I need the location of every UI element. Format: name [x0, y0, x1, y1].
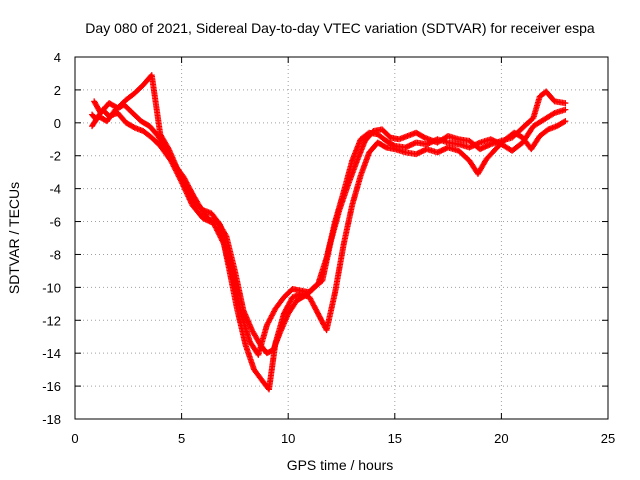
data-series	[89, 72, 569, 393]
y-tick-label: 4	[54, 50, 61, 65]
y-tick-label: -2	[49, 149, 61, 164]
x-tick-label: 20	[494, 431, 508, 446]
y-tick-label: -10	[42, 280, 61, 295]
y-tick-label: -14	[42, 346, 61, 361]
data-point	[562, 118, 569, 125]
y-tick-label: -4	[49, 182, 61, 197]
data-point	[561, 118, 568, 125]
y-tick-label: -12	[42, 313, 61, 328]
y-tick-label: 0	[54, 116, 61, 131]
y-tick-label: -8	[49, 247, 61, 262]
grid-lines	[75, 57, 608, 419]
y-tick-label: -6	[49, 215, 61, 230]
y-tick-label: -18	[42, 412, 61, 427]
y-tick-label: -16	[42, 379, 61, 394]
data-point	[222, 232, 229, 239]
data-point	[550, 110, 557, 117]
x-tick-label: 10	[281, 431, 295, 446]
y-axis-label: SDTVAR / TECUs	[6, 182, 22, 294]
series-trace-c	[89, 88, 569, 357]
data-point	[562, 106, 569, 113]
x-axis-label: GPS time / hours	[287, 457, 394, 473]
chart-title: Day 080 of 2021, Sidereal Day-to-day VTE…	[85, 20, 595, 36]
y-tick-label: 2	[54, 83, 61, 98]
plot-frame	[74, 56, 609, 420]
x-tick-label: 25	[601, 431, 615, 446]
x-tick-label: 15	[388, 431, 402, 446]
data-point	[562, 100, 569, 107]
axis-ticks: 0 5 10 15 20 25 -18 -16 -14 -12 -10 -8 -6 -4 -2 0 2 4	[42, 50, 615, 446]
x-tick-label: 5	[178, 431, 185, 446]
x-tick-label: 0	[71, 431, 78, 446]
